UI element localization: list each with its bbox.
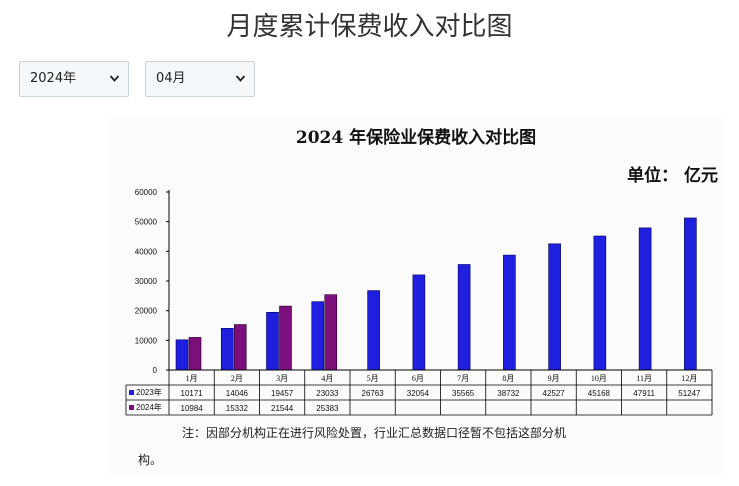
x-tick-label: 2月 [231, 374, 243, 383]
chevron-down-icon [109, 62, 120, 110]
bar-2023 [367, 290, 380, 371]
data-label: 21544 [271, 404, 294, 413]
y-tick-label: 0 [153, 366, 158, 375]
y-tick-label: 10000 [135, 336, 158, 345]
data-label: 35565 [452, 389, 475, 398]
bar-2023 [593, 235, 607, 371]
data-label: 42527 [543, 389, 566, 398]
bar-2023 [684, 217, 697, 371]
legend-key [129, 405, 134, 410]
legend-key [129, 390, 134, 395]
x-tick-label: 1月 [186, 374, 198, 383]
bar-2024 [188, 337, 202, 371]
x-tick-label: 8月 [502, 374, 514, 383]
bar-2023 [638, 227, 652, 371]
bar-2023 [220, 328, 234, 371]
x-tick-label: 10月 [591, 374, 607, 383]
chevron-down-icon [235, 62, 246, 110]
year-select-value: 2024年 [30, 71, 77, 86]
x-tick-label: 3月 [276, 374, 288, 383]
y-tick-label: 30000 [135, 277, 158, 286]
data-label: 25383 [316, 404, 339, 413]
legend-label: 2024年 [136, 402, 162, 412]
page-title: 月度累计保费收入对比图 [226, 12, 513, 42]
bar-2024 [324, 294, 338, 371]
x-tick-label: 6月 [412, 374, 424, 383]
data-label: 19457 [271, 389, 294, 398]
legend-label: 2023年 [136, 387, 162, 397]
data-label: 38732 [497, 389, 520, 398]
x-tick-label: 5月 [367, 374, 379, 383]
x-tick-label: 9月 [548, 374, 560, 383]
data-label: 47911 [633, 389, 655, 398]
data-label: 23033 [316, 389, 339, 398]
bar-2023 [266, 311, 279, 371]
data-label: 10171 [181, 389, 204, 398]
year-select[interactable]: 2024年 [19, 61, 129, 97]
x-tick-label: 7月 [457, 374, 469, 383]
note-line-2: 构。 [138, 452, 162, 467]
bar-2023 [175, 339, 189, 371]
x-tick-label: 4月 [321, 374, 333, 383]
y-tick-label: 60000 [135, 188, 158, 197]
data-label: 10984 [181, 404, 204, 413]
data-label: 26763 [362, 389, 385, 398]
data-label: 32054 [407, 389, 430, 398]
y-tick-label: 50000 [135, 218, 158, 227]
bar-2023 [548, 243, 561, 371]
bar-2023 [412, 274, 426, 371]
chart-title: 2024 年保险业保费收入对比图 [296, 127, 536, 148]
month-select-value: 04月 [156, 71, 186, 86]
x-tick-label: 11月 [636, 374, 652, 383]
data-label: 15332 [226, 404, 249, 413]
bar-2023 [311, 301, 325, 371]
bar-2024 [233, 324, 247, 371]
data-label: 45168 [588, 389, 611, 398]
month-select[interactable]: 04月 [145, 61, 255, 97]
note-line-1: 注：因部分机构正在进行风险处置，行业汇总数据口径暂不包括这部分机 [182, 425, 566, 440]
bar-2023 [457, 264, 471, 371]
data-label: 51247 [678, 389, 701, 398]
bar-2024 [279, 305, 292, 371]
bar-2023 [503, 254, 516, 371]
unit-label: 单位： 亿元 [627, 165, 718, 186]
data-label: 14046 [226, 389, 249, 398]
y-tick-label: 20000 [135, 307, 158, 316]
x-tick-label: 12月 [681, 374, 697, 383]
chart-area: 2024 年保险业保费收入对比图单位： 亿元 60000 50000 40000 300… [108, 117, 724, 475]
y-tick-label: 40000 [135, 247, 158, 256]
